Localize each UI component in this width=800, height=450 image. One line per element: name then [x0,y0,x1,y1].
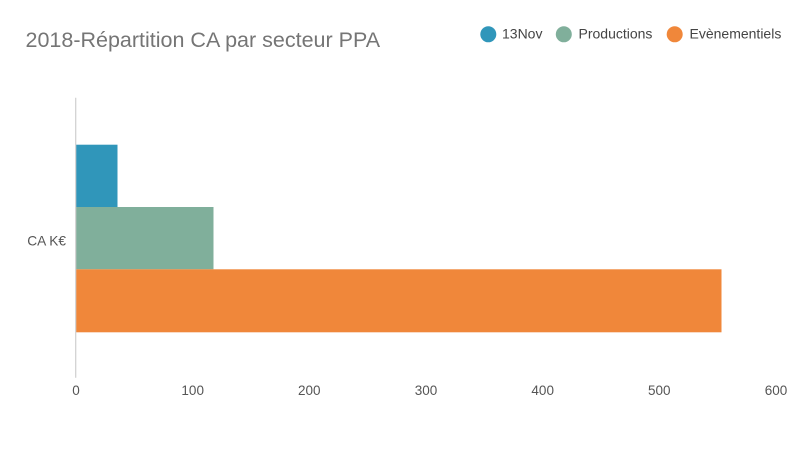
svg-text:0: 0 [72,383,80,398]
svg-text:200: 200 [298,383,321,398]
svg-text:2018-Répartition CA par secteu: 2018-Répartition CA par secteur PPA [26,28,381,52]
svg-text:CA K€: CA K€ [27,234,66,249]
svg-text:100: 100 [181,383,204,398]
svg-text:Evènementiels: Evènementiels [690,26,782,42]
svg-text:600: 600 [765,383,788,398]
svg-text:13Nov: 13Nov [502,26,542,42]
svg-text:500: 500 [648,383,671,398]
svg-text:Productions: Productions [579,26,653,42]
svg-text:300: 300 [415,383,438,398]
svg-text:400: 400 [531,383,554,398]
